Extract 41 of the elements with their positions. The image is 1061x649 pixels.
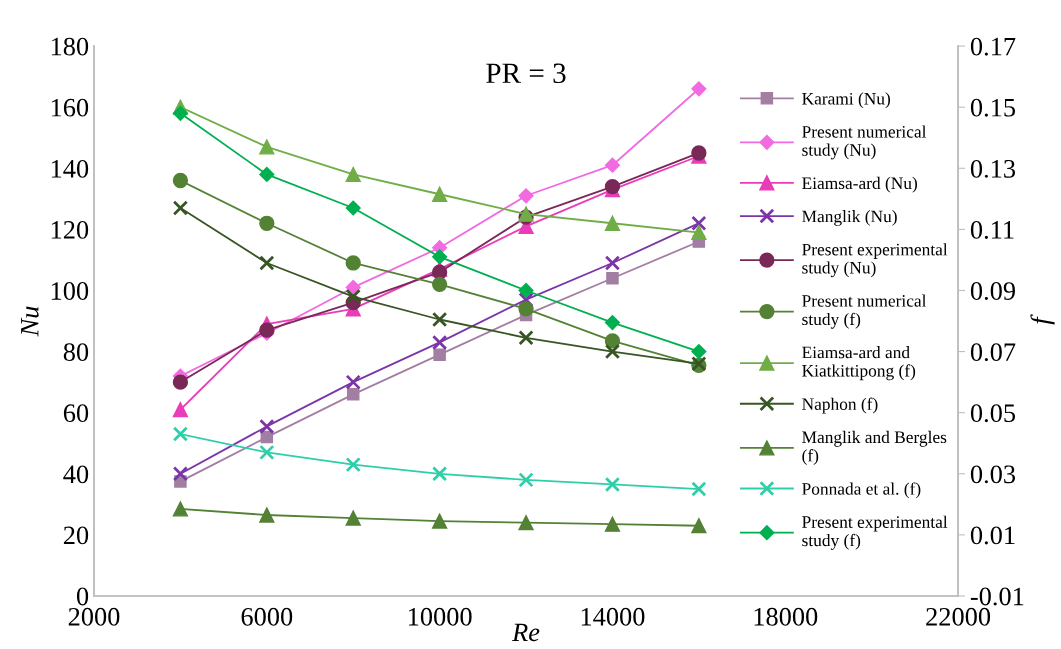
legend-label: Present experimental study (f) [802,515,948,550]
y2-tick-label: 0.01 [970,526,1015,545]
legend-label: Manglik and Bergles (f) [802,430,947,466]
x-tick-label: 18000 [754,607,818,626]
legend-label: Eiamsa-ard (Nu) [802,176,917,193]
y-axis-title: Nu [21,306,39,337]
y2-axis-title: f [1030,314,1055,325]
y-tick-label: 40 [63,465,89,484]
legend-label: Ponnada et al. (f) [802,482,921,499]
y-tick-label: 0 [76,587,89,606]
legend-label: Present experimental study (Nu) [802,243,948,278]
legend-label: Present numerical study (f) [802,294,927,329]
y-tick-label: 20 [63,526,89,545]
x-tick-label: 10000 [408,607,472,626]
y2-tick-label: 0.05 [970,404,1016,423]
x-tick-label: 6000 [241,607,293,626]
y2-tick-label: 0.13 [970,159,1016,178]
y2-tick-label: 0.15 [970,98,1016,117]
y-tick-label: 160 [51,98,89,117]
legend-label: Manglik (Nu) [802,210,897,226]
legend-label: Present numerical study (Nu) [802,125,927,160]
y2-tick-label: 0.03 [970,465,1016,484]
y-tick-label: 60 [63,404,89,423]
y2-tick-label: 0.17 [970,37,1016,56]
x-axis-title: Re [511,623,540,642]
y-tick-label: 100 [51,282,89,300]
legend-label: Karami (Nu) [802,92,891,109]
y-tick-label: 120 [51,220,89,239]
x-tick-label: 14000 [581,607,645,626]
y2-tick-label: 0.09 [970,282,1015,301]
y-tick-label: 180 [51,37,89,56]
x-tick-label: 22000 [926,607,991,626]
y-tick-label: 140 [51,159,89,178]
y2-tick-label: 0.07 [970,343,1016,362]
y2-tick-label: -0.01 [970,587,1024,606]
x-tick-label: 2000 [68,607,120,626]
y-tick-label: 80 [63,343,89,361]
legend-label: Naphon (f) [802,397,878,414]
y2-tick-label: 0.11 [970,220,1014,239]
legend-label: Eiamsa-ard and Kiatkittipong (f) [802,346,916,381]
chart-title: PR = 3 [486,63,566,84]
